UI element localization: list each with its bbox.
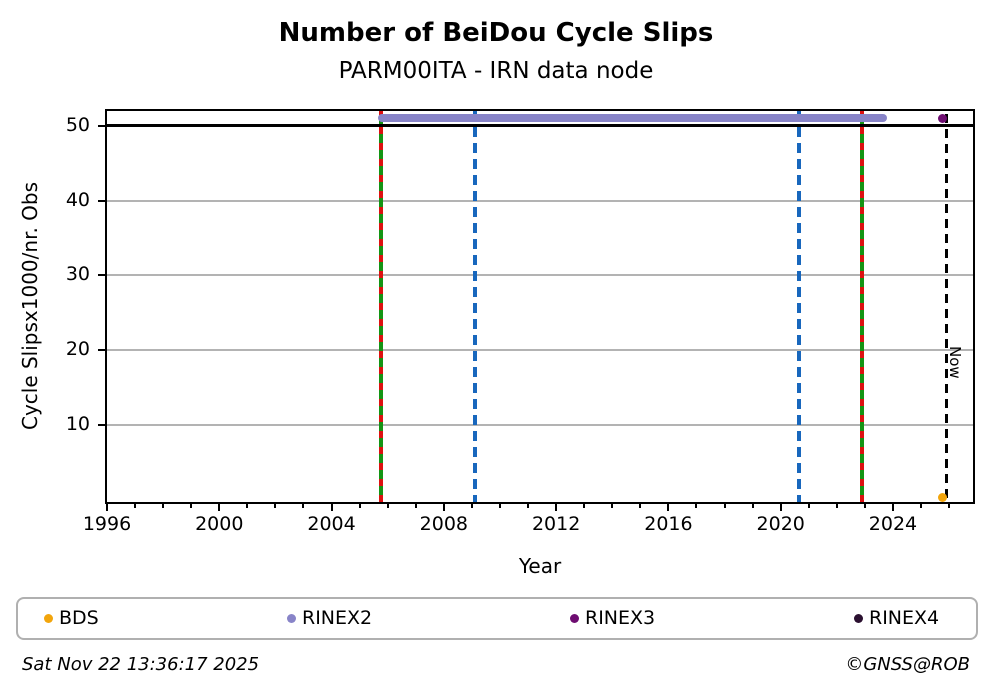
x-minor-tick-1998 [162, 504, 165, 508]
reference-line-50 [107, 124, 973, 128]
x-tick-2024 [891, 504, 894, 511]
x-minor-tick-2002 [274, 504, 277, 508]
legend-marker-rinex3 [570, 614, 579, 623]
y-tick-label-20: 20 [65, 338, 90, 361]
event-line-red-dash-3 [860, 111, 865, 502]
x-tick-2016 [667, 504, 670, 511]
x-minor-tick-2018 [723, 504, 726, 508]
x-tick-2020 [779, 504, 782, 511]
x-tick-label-2008: 2008 [419, 513, 469, 535]
legend-marker-bds [44, 614, 53, 623]
event-line-red-dash-0 [378, 111, 383, 502]
x-tick-label-1996: 1996 [82, 513, 132, 535]
chart-subtitle: PARM00ITA - IRN data node [338, 58, 654, 84]
x-tick-label-2012: 2012 [531, 513, 581, 535]
x-tick-label-2020: 2020 [756, 513, 805, 535]
x-minor-tick-2022 [835, 504, 838, 508]
now-line [944, 114, 948, 502]
event-line-blue-1 [472, 111, 477, 502]
y-tick-30 [98, 274, 105, 277]
x-tick-2000 [218, 504, 221, 511]
x-tick-1996 [106, 504, 108, 511]
legend-label-rinex2: RINEX2 [302, 607, 373, 629]
x-minor-tick-2026 [948, 504, 951, 508]
timestamp-text: Sat Nov 22 13:36:17 2025 [22, 654, 260, 675]
x-minor-tick-2023 [863, 504, 866, 508]
x-minor-tick-1999 [190, 504, 193, 508]
gridline-y40 [107, 199, 973, 202]
legend-box: BDS RINEX2 RINEX3 RINEX4 [16, 597, 978, 640]
y-tick-label-10: 10 [65, 412, 90, 435]
x-minor-tick-2010 [498, 504, 501, 508]
event-line-blue-2 [796, 111, 801, 502]
gridline-y10 [107, 423, 973, 426]
x-tick-2008 [442, 504, 445, 511]
x-minor-tick-2001 [246, 504, 249, 508]
x-minor-tick-2003 [302, 504, 305, 508]
x-minor-tick-2006 [386, 504, 389, 508]
y-axis-label: Cycle Slipsx1000/nr. Obs [18, 181, 42, 431]
plot-frame: Now [105, 109, 975, 504]
legend-label-rinex4: RINEX4 [869, 607, 940, 629]
x-minor-tick-2021 [807, 504, 810, 508]
plot-area: Now [107, 111, 973, 502]
legend-marker-rinex4 [854, 614, 863, 623]
x-minor-tick-2014 [611, 504, 614, 508]
y-tick-label-30: 30 [65, 263, 90, 286]
y-tick-label-40: 40 [65, 188, 90, 211]
y-tick-10 [98, 423, 105, 426]
x-tick-label-2004: 2004 [307, 513, 356, 535]
now-annotation: Now [946, 346, 965, 379]
series-point-bds-0 [938, 493, 948, 502]
x-minor-tick-2005 [358, 504, 361, 508]
x-tick-2012 [555, 504, 558, 511]
x-minor-tick-2015 [639, 504, 642, 508]
x-tick-label-2000: 2000 [195, 513, 244, 535]
legend-label-bds: BDS [59, 607, 99, 629]
event-line-green-red-3 [860, 111, 865, 502]
x-minor-tick-2009 [470, 504, 473, 508]
x-tick-label-2024: 2024 [868, 513, 918, 535]
y-tick-40 [98, 199, 105, 202]
series-point-rinex3-0 [938, 113, 948, 123]
gridline-y30 [107, 274, 973, 277]
x-minor-tick-2007 [414, 504, 417, 508]
gridline-y20 [107, 349, 973, 352]
y-tick-label-50: 50 [65, 113, 90, 136]
chart-title: Number of BeiDou Cycle Slips [278, 18, 714, 48]
series-run-rinex2 [377, 114, 888, 123]
y-tick-20 [98, 349, 105, 352]
legend-marker-rinex2 [287, 614, 296, 623]
x-tick-label-2016: 2016 [644, 513, 693, 535]
x-minor-tick-2013 [583, 504, 586, 508]
x-minor-tick-1997 [134, 504, 137, 508]
x-minor-tick-2019 [751, 504, 754, 508]
x-minor-tick-2025 [920, 504, 923, 508]
x-tick-2004 [330, 504, 333, 511]
x-minor-tick-2017 [695, 504, 698, 508]
y-tick-50 [98, 124, 105, 127]
legend-label-rinex3: RINEX3 [585, 607, 656, 629]
credit-text: ©GNSS@ROB [845, 654, 970, 675]
x-minor-tick-2011 [527, 504, 530, 508]
event-line-green-red-0 [378, 111, 383, 502]
x-axis-label: Year [518, 554, 562, 578]
